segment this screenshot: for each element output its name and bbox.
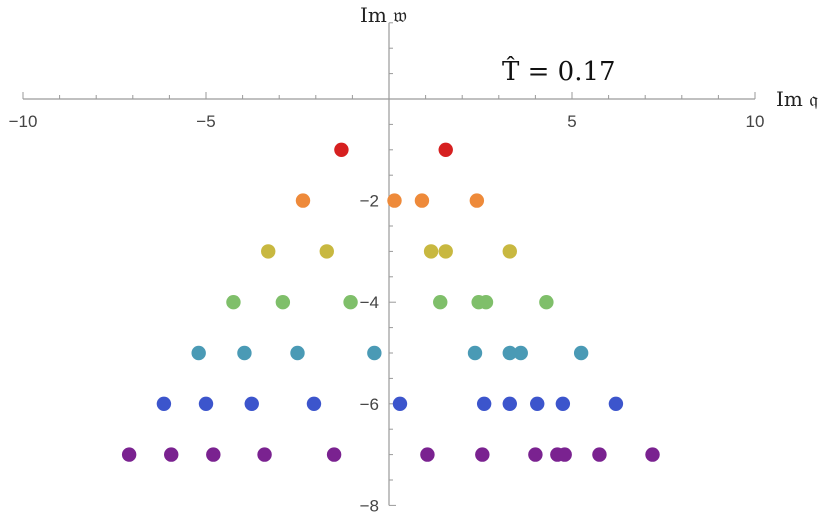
- x-tick-label: 5: [567, 112, 576, 131]
- data-point: [164, 447, 179, 462]
- data-point: [226, 295, 241, 310]
- data-point: [257, 447, 272, 462]
- data-point: [555, 396, 571, 411]
- data-point: [343, 295, 358, 310]
- x-tick-label: 10: [746, 112, 765, 131]
- ticks: −10 −5 5 10 −2 −4 −6 −8: [9, 22, 765, 515]
- data-point: [528, 447, 543, 462]
- temperature-annotation: T̂ = 0.17: [502, 56, 616, 87]
- data-point: [387, 193, 402, 208]
- data-point: [467, 345, 483, 361]
- data-point: [414, 193, 430, 208]
- data-point: [275, 295, 291, 310]
- data-point: [244, 396, 259, 411]
- data-point: [191, 345, 206, 361]
- data-point: [295, 193, 311, 208]
- data-point: [573, 345, 589, 361]
- data-point: [592, 447, 607, 462]
- y-tick-label: −4: [360, 293, 379, 312]
- data-point: [557, 447, 572, 462]
- data-point: [261, 244, 276, 259]
- data-point: [476, 396, 492, 411]
- data-point: [290, 345, 305, 361]
- data-point: [326, 447, 342, 462]
- data-point: [502, 244, 517, 259]
- x-axis-title: Im 𝔮: [776, 87, 818, 111]
- axes: [23, 22, 755, 506]
- data-point: [438, 244, 453, 259]
- data-point: [478, 295, 494, 310]
- x-tick-label: −10: [9, 112, 38, 131]
- data-point: [367, 345, 382, 361]
- data-point: [121, 447, 137, 462]
- data-point: [539, 295, 554, 310]
- data-point: [392, 396, 408, 411]
- data-point: [433, 295, 448, 310]
- data-point: [530, 396, 545, 411]
- y-tick-label: −6: [360, 395, 379, 414]
- y-tick-label: −8: [360, 496, 379, 515]
- data-point: [513, 345, 528, 361]
- data-point: [423, 244, 439, 259]
- x-tick-label: −5: [196, 112, 215, 131]
- data-points: [121, 142, 660, 462]
- y-tick-label: −2: [360, 192, 379, 211]
- data-point: [420, 447, 435, 462]
- data-point: [502, 396, 517, 411]
- data-point: [156, 396, 172, 411]
- data-point: [206, 447, 221, 462]
- data-point: [608, 396, 624, 411]
- data-point: [502, 345, 517, 361]
- data-point: [438, 142, 453, 157]
- data-point: [645, 447, 660, 462]
- data-point: [469, 193, 485, 208]
- data-point: [334, 142, 349, 157]
- data-point: [306, 396, 322, 411]
- data-point: [237, 345, 252, 361]
- data-point: [319, 244, 334, 259]
- y-axis-title: Im 𝔴: [360, 3, 407, 27]
- data-point: [475, 447, 490, 462]
- data-point: [198, 396, 214, 411]
